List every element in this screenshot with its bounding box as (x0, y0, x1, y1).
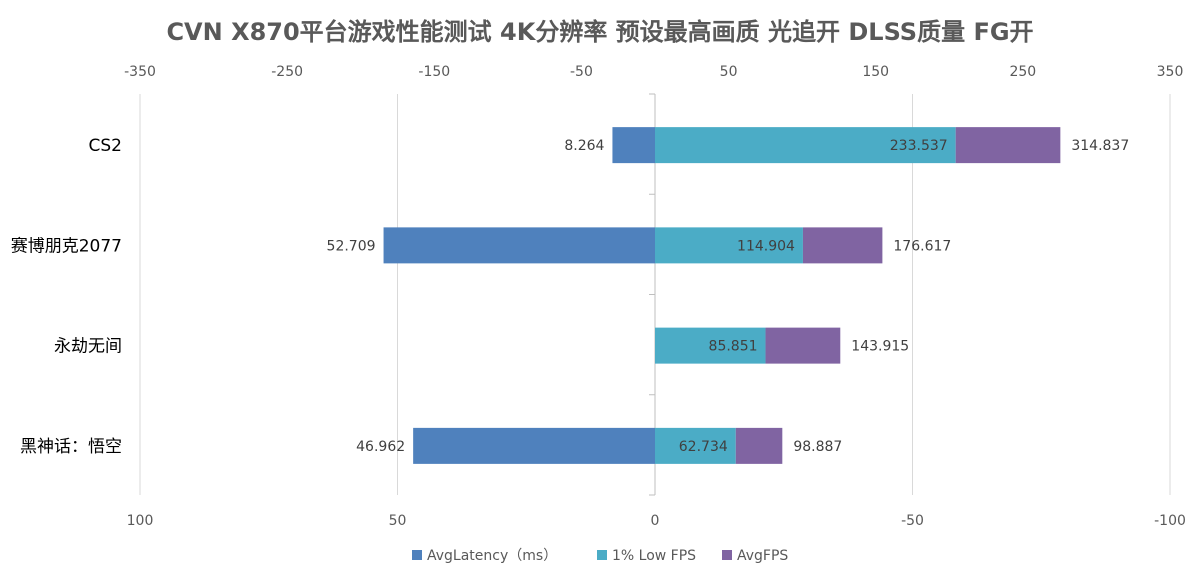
low-fps-bar (655, 227, 803, 264)
legend-label: AvgFPS (737, 548, 788, 564)
bars (383, 127, 1061, 464)
avg-fps-bar (955, 127, 1061, 164)
avg-fps-data-label: 176.617 (893, 238, 951, 254)
latency-bar (413, 427, 655, 464)
top-axis-tick-label: 350 (1157, 64, 1184, 80)
bottom-axis: 100 50 0 -50 -100 (127, 513, 1186, 529)
avg-fps-data-label: 314.837 (1071, 138, 1129, 154)
category-label: 赛博朋克2077 (11, 235, 122, 256)
latency-data-label: 52.709 (327, 238, 376, 254)
legend-swatch (597, 550, 607, 560)
legend-label: 1% Low FPS (612, 548, 696, 564)
bottom-axis-tick-label: 100 (127, 513, 154, 529)
low-fps-bar (655, 127, 956, 164)
legend: AvgLatency（ms） 1% Low FPS AvgFPS (412, 548, 788, 564)
top-axis-tick-label: -150 (418, 64, 450, 80)
bottom-axis-tick-label: 50 (389, 513, 407, 529)
avg-fps-bar (802, 227, 883, 264)
top-axis-tick-label: -50 (570, 64, 593, 80)
bottom-axis-tick-label: -50 (901, 513, 924, 529)
low-fps-data-label: 85.851 (709, 339, 758, 355)
top-axis: -350 -250 -150 -50 50 150 250 350 (124, 64, 1183, 80)
avg-fps-data-label: 143.915 (851, 339, 909, 355)
low-fps-data-label: 62.734 (679, 439, 728, 455)
bottom-axis-tick-label: -100 (1154, 513, 1186, 529)
low-fps-data-label: 233.537 (890, 138, 948, 154)
bottom-axis-tick-label: 0 (651, 513, 660, 529)
avg-fps-bar (765, 327, 841, 364)
top-axis-tick-label: -350 (124, 64, 156, 80)
low-fps-bar (655, 427, 736, 464)
legend-label: AvgLatency（ms） (427, 548, 557, 564)
top-axis-tick-label: 250 (1009, 64, 1036, 80)
low-fps-bar (655, 327, 766, 364)
avg-fps-data-label: 98.887 (793, 439, 842, 455)
top-axis-tick-label: 150 (862, 64, 889, 80)
latency-data-label: 8.264 (564, 138, 604, 154)
category-label: 黑神话：悟空 (20, 437, 122, 457)
top-axis-tick-label: -250 (271, 64, 303, 80)
low-fps-data-label: 114.904 (737, 238, 795, 254)
data-labels: 8.264 233.537 314.837 52.709 114.904 176.617 8… (327, 138, 1130, 455)
latency-data-label: 46.962 (356, 439, 405, 455)
legend-swatch (722, 550, 732, 560)
category-label: CS2 (89, 136, 122, 156)
chart-title: CVN X870平台游戏性能测试 4K分辨率 预设最高画质 光追开 DLSS质量… (166, 18, 1033, 46)
legend-swatch (412, 550, 422, 560)
top-axis-tick-label: 50 (720, 64, 738, 80)
category-label: 永劫无间 (54, 337, 122, 357)
latency-bar (383, 227, 655, 264)
avg-fps-bar (735, 427, 783, 464)
latency-bar (612, 127, 655, 164)
